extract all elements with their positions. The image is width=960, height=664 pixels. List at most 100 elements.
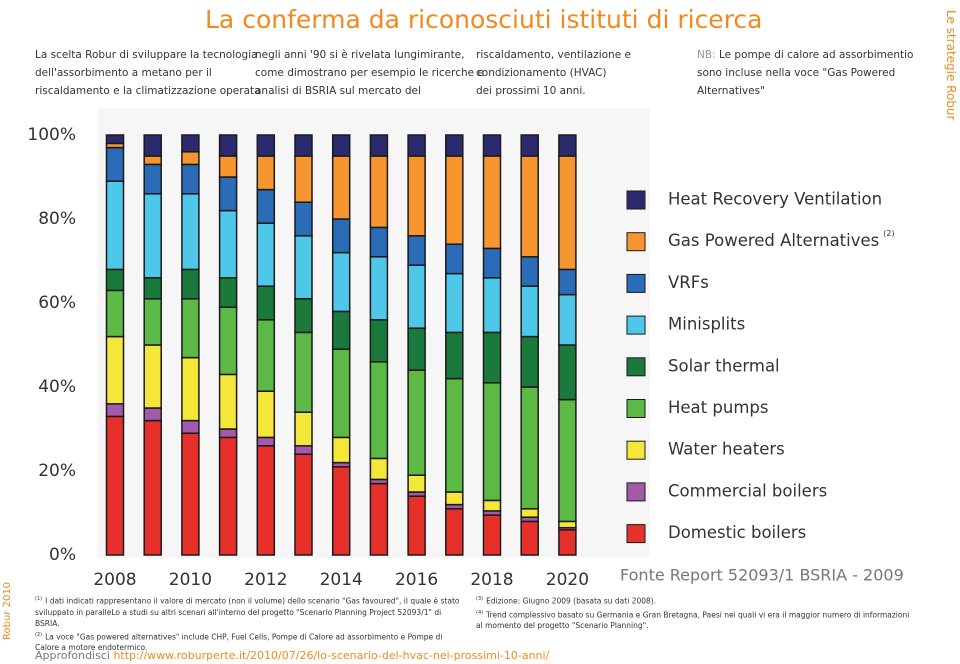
- bar-segment: [369, 361, 389, 460]
- bar-segment: [482, 134, 502, 157]
- bar-segment: [256, 222, 276, 287]
- text-line: condizionamento (HVAC): [476, 67, 607, 79]
- bar-segment: [558, 268, 577, 296]
- bar-segment: [181, 163, 200, 195]
- bar-segment: [331, 348, 351, 439]
- footnote-text: La voce "Gas powered alternatives" inclu…: [35, 632, 443, 652]
- legend-superscript: (2): [883, 229, 894, 238]
- legend-swatch: [626, 357, 646, 377]
- note-line: sono incluse nella voce "Gas Powered: [697, 67, 896, 79]
- footnote-text: I dati indicati rappresentano il valore …: [35, 596, 460, 628]
- y-tick-label: 60%: [38, 293, 76, 313]
- bar-segment: [294, 134, 313, 157]
- bar-segment: [369, 226, 389, 258]
- footnote-mark: (1): [35, 596, 43, 602]
- bar-segment: [105, 289, 125, 338]
- bar-segment: [369, 319, 389, 363]
- legend-swatch: [626, 273, 646, 293]
- text-line: La scelta Robur di sviluppare la tecnolo…: [35, 49, 258, 61]
- bar-segment: [143, 163, 162, 195]
- bar-segment: [482, 331, 502, 384]
- x-tick-label: 2020: [546, 570, 589, 590]
- bar-segment: [558, 529, 577, 556]
- x-tick-label: 2018: [470, 570, 513, 590]
- bar-segment: [218, 436, 238, 556]
- bar-segment: [143, 419, 162, 556]
- legend-label: Heat pumps: [668, 398, 768, 417]
- bar-segment: [105, 335, 125, 405]
- bar-segment: [218, 373, 238, 430]
- text-line: riscaldamento, ventilazione e: [476, 49, 631, 61]
- x-tick-label: 2008: [93, 570, 136, 590]
- bar-segment: [105, 146, 125, 182]
- bar-segment: [218, 306, 238, 376]
- bar-segment: [331, 134, 351, 157]
- bar-segment: [143, 134, 162, 157]
- y-tick-label: 20%: [38, 461, 76, 481]
- bar-segment: [331, 466, 351, 556]
- bar-segment: [256, 436, 276, 447]
- legend-label: Domestic boilers: [668, 523, 806, 542]
- bar-segment: [520, 520, 539, 556]
- bar-segment: [520, 256, 539, 287]
- bar-segment: [181, 268, 200, 300]
- page-title: La conferma da riconosciuti istituti di …: [205, 5, 763, 34]
- legend-swatch: [626, 232, 646, 252]
- bar-segment: [294, 235, 313, 300]
- footnote-text: Edizione: Giugno 2009 (basata su dati 20…: [486, 596, 657, 606]
- text-line: riscaldamento e la climatizzazione opera…: [35, 85, 261, 97]
- bar-segment: [369, 482, 389, 556]
- bar-segment: [445, 243, 464, 275]
- bar-segment: [181, 134, 200, 153]
- footnotes: (3) Edizione: Giugno 2009 (basata su dati…: [476, 594, 916, 632]
- bar-segment: [407, 235, 426, 266]
- legend-label: Minisplits: [668, 315, 745, 334]
- bar-segment: [294, 298, 313, 334]
- text-line: analisi di BSRIA sul mercato del: [255, 85, 421, 97]
- chart-source: Fonte Report 52093/1 BSRIA - 2009: [620, 566, 904, 585]
- bar-segment: [105, 415, 125, 556]
- bar-segment: [294, 453, 313, 556]
- bar-segment: [294, 411, 313, 447]
- y-tick-label: 0%: [49, 545, 76, 565]
- bar-segment: [143, 344, 162, 409]
- link-label: Approfondisci: [35, 649, 110, 662]
- note-label: NB:: [697, 49, 716, 61]
- bar-segment: [558, 398, 577, 523]
- bar-segment: [445, 272, 464, 334]
- link-url[interactable]: http://www.roburperte.it/2010/07/26/lo-s…: [113, 649, 550, 662]
- bar-segment: [407, 369, 426, 476]
- y-tick-label: 100%: [27, 125, 76, 145]
- bar-segment: [445, 134, 464, 157]
- bar-segment: [369, 134, 389, 157]
- y-tick-label: 80%: [38, 209, 76, 229]
- bar-segment: [482, 514, 502, 556]
- x-tick-label: 2012: [244, 570, 287, 590]
- bar-segment: [181, 356, 200, 422]
- link-row: Approfondisci http://www.roburperte.it/2…: [35, 649, 549, 662]
- bar-segment: [105, 134, 125, 145]
- bar-segment: [558, 520, 577, 529]
- text-line: come dimostrano per esempio le ricerche …: [255, 67, 484, 79]
- bar-segment: [105, 268, 125, 292]
- bar-segment: [407, 264, 426, 329]
- bar-segment: [256, 445, 276, 556]
- text-line: dell'assorbimento a metano per il: [35, 67, 212, 79]
- bar-segment: [294, 201, 313, 237]
- legend-label: Heat Recovery Ventilation: [668, 190, 882, 209]
- bar-segment: [482, 155, 502, 250]
- text-column: negli anni '90 si è rivelata lungimirant…: [255, 46, 484, 100]
- bar-segment: [520, 386, 539, 510]
- bar-segment: [105, 180, 125, 271]
- x-tick-label: 2014: [320, 570, 363, 590]
- text-column: La scelta Robur di sviluppare la tecnolo…: [35, 46, 261, 100]
- bar-segment: [558, 344, 577, 401]
- bar-segment: [181, 298, 200, 359]
- text-line: negli anni '90 si è rivelata lungimirant…: [255, 49, 465, 61]
- bar-segment: [181, 193, 200, 271]
- bar-segment: [482, 499, 502, 512]
- bar-segment: [143, 277, 162, 300]
- bar-segment: [558, 293, 577, 346]
- legend-swatch: [626, 399, 646, 418]
